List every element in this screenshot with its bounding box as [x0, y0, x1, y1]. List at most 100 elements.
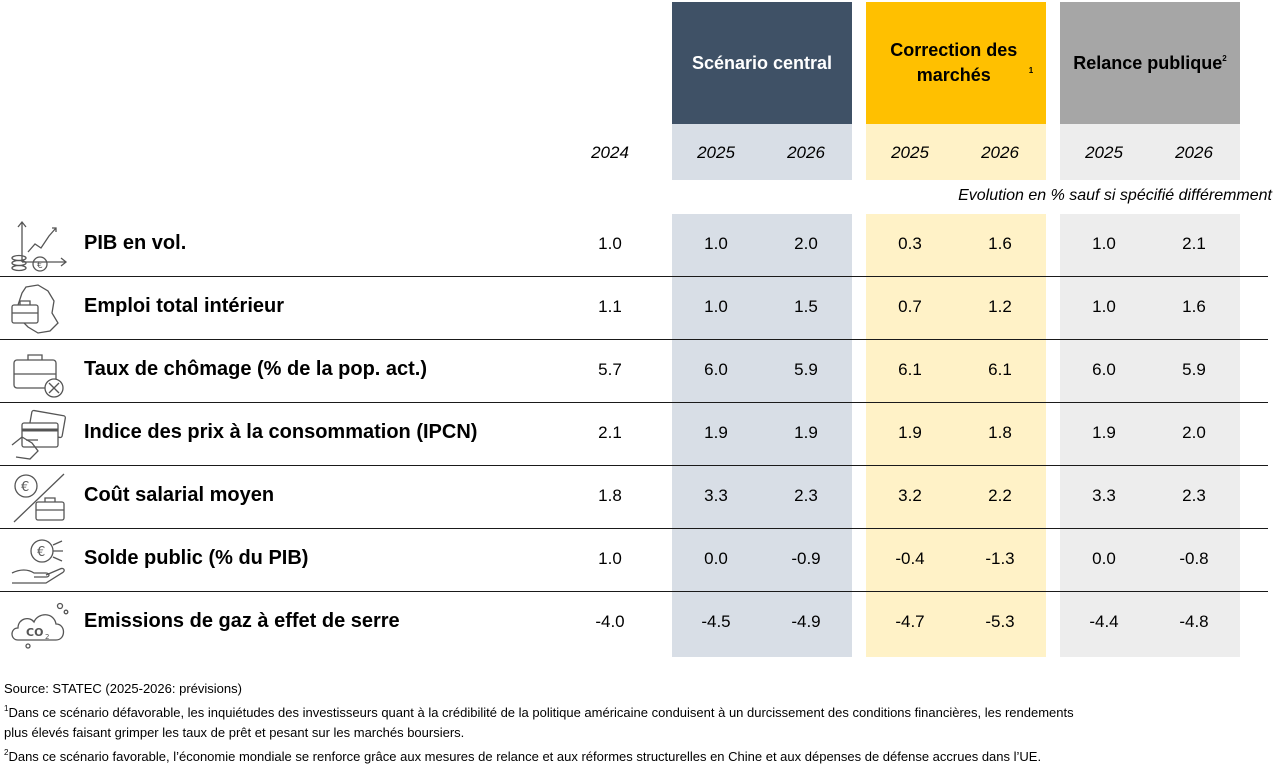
footnote-1: 1Dans ce scénario défavorable, les inqui…: [4, 704, 1074, 721]
value-relance-2025: 1.9: [1092, 423, 1116, 442]
value-correction-2025: 3.2: [898, 486, 922, 505]
row-divider: [0, 338, 1268, 340]
briefcase-map-icon: [11, 284, 59, 334]
row-divider: [0, 464, 1268, 466]
value-correction-2026: 1.6: [988, 234, 1012, 253]
year-band-relance: [1060, 124, 1240, 180]
value-relance-2025: 6.0: [1092, 360, 1116, 379]
value-relance-2025: 1.0: [1092, 297, 1116, 316]
value-2024: 1.1: [598, 297, 622, 316]
header-scenario-central: Scénario central: [672, 2, 852, 124]
row-label: Solde public (% du PIB): [84, 547, 309, 569]
euro-briefcase-icon: €: [13, 473, 65, 523]
hand-euro-icon: €: [11, 539, 65, 584]
table-row-chomage: Taux de chômage (% de la pop. act.) 5.7 …: [0, 340, 1268, 403]
value-correction-2026: 1.8: [988, 423, 1012, 442]
table-row-cout-salarial: € Coût salarial moyen 1.8 3.3 2.3 3.2 2.…: [0, 466, 1268, 529]
value-central-2025: 1.0: [704, 297, 728, 316]
footnote-2: 2Dans ce scénario favorable, l’économie …: [4, 748, 1042, 765]
co2-cloud-icon: CO 2: [11, 602, 69, 649]
year-relance-2026: 2026: [1175, 143, 1213, 162]
value-correction-2026: 6.1: [988, 360, 1012, 379]
value-relance-2026: 2.0: [1182, 423, 1206, 442]
row-label: Indice des prix à la consommation (IPCN): [84, 421, 478, 443]
value-central-2026: 1.9: [794, 423, 818, 442]
row-label: Emploi total intérieur: [84, 295, 285, 317]
year-correction-2025: 2025: [891, 143, 929, 162]
value-central-2025: 0.0: [704, 549, 728, 568]
value-relance-2026: 2.3: [1182, 486, 1206, 505]
value-correction-2026: -5.3: [985, 612, 1015, 631]
table-row-solde-public: € Solde public (% du PIB) 1.0 0.0 -0.9 -…: [0, 529, 1268, 592]
value-2024: 1.0: [598, 549, 622, 568]
value-2024: 1.0: [598, 234, 622, 253]
briefcase-cross-icon: [13, 354, 64, 398]
svg-text:€: €: [21, 480, 29, 495]
value-relance-2026: 1.6: [1182, 297, 1206, 316]
value-central-2025: -4.5: [701, 612, 731, 631]
year-2024: 2024: [591, 143, 629, 162]
growth-coins-icon: €: [11, 220, 68, 272]
source-note: Source: STATEC (2025-2026: prévisions): [4, 681, 242, 696]
relance-column-band: [1060, 214, 1240, 657]
footnote-1-continued: plus élevés faisant grimper les taux de …: [4, 725, 465, 740]
central-column-band: [672, 214, 852, 657]
value-2024: 1.8: [598, 486, 622, 505]
footnote-mark-1: 1: [1028, 66, 1034, 75]
value-correction-2025: -0.4: [895, 549, 925, 568]
value-correction-2025: 6.1: [898, 360, 922, 379]
year-band-correction: [866, 124, 1046, 180]
value-correction-2025: 1.9: [898, 423, 922, 442]
row-label: Coût salarial moyen: [84, 484, 275, 506]
row-label: PIB en vol.: [84, 232, 187, 254]
year-correction-2026: 2026: [981, 143, 1019, 162]
value-central-2025: 1.0: [704, 234, 728, 253]
value-correction-2026: 1.2: [988, 297, 1012, 316]
row-label: Taux de chômage (% de la pop. act.): [84, 358, 428, 380]
value-relance-2026: 2.1: [1182, 234, 1206, 253]
svg-text:€: €: [37, 261, 43, 271]
value-correction-2026: -1.3: [985, 549, 1015, 568]
table-row-ipcn: Indice des prix à la consommation (IPCN)…: [0, 403, 1268, 466]
svg-text:CO: CO: [26, 626, 43, 639]
value-central-2026: 2.3: [794, 486, 818, 505]
value-central-2025: 1.9: [704, 423, 728, 442]
row-divider: [0, 275, 1268, 277]
value-central-2026: 1.5: [794, 297, 818, 316]
svg-text:2: 2: [45, 633, 49, 641]
year-band-central: [672, 124, 852, 180]
value-correction-2025: 0.7: [898, 297, 922, 316]
value-correction-2026: 2.2: [988, 486, 1012, 505]
value-relance-2026: -0.8: [1179, 549, 1209, 568]
value-central-2026: 5.9: [794, 360, 818, 379]
value-correction-2025: 0.3: [898, 234, 922, 253]
value-correction-2025: -4.7: [895, 612, 925, 631]
credit-card-icon: [11, 409, 66, 460]
value-central-2025: 3.3: [704, 486, 728, 505]
row-divider: [0, 527, 1268, 529]
value-relance-2025: 3.3: [1092, 486, 1116, 505]
table-row-emissions: CO 2 Emissions de gaz à effet de serre -…: [0, 592, 1268, 655]
row-divider: [0, 590, 1268, 592]
value-central-2026: -4.9: [791, 612, 821, 631]
value-2024: 5.7: [598, 360, 622, 379]
value-2024: -4.0: [595, 612, 625, 631]
table-row-pib: € PIB en vol. 1.0 1.0 2.0 0.3 1.6 1.0 2.…: [0, 214, 1268, 277]
value-central-2026: 2.0: [794, 234, 818, 253]
value-central-2026: -0.9: [791, 549, 821, 568]
header-relance-publique: Relance publique2: [1060, 2, 1240, 124]
row-label: Emissions de gaz à effet de serre: [84, 610, 400, 632]
year-relance-2025: 2025: [1085, 143, 1123, 162]
value-relance-2026: 5.9: [1182, 360, 1206, 379]
footnote-mark-2: 2: [1222, 53, 1227, 63]
year-central-2026: 2026: [787, 143, 825, 162]
header-correction-marches: Correction des marchés 1: [866, 2, 1046, 124]
correction-column-band: [866, 214, 1046, 657]
units-note: Evolution en % sauf si spécifié différem…: [958, 187, 1272, 204]
value-relance-2025: 0.0: [1092, 549, 1116, 568]
value-relance-2025: 1.0: [1092, 234, 1116, 253]
value-central-2025: 6.0: [704, 360, 728, 379]
value-2024: 2.1: [598, 423, 622, 442]
row-divider: [0, 401, 1268, 403]
value-relance-2026: -4.8: [1179, 612, 1209, 631]
